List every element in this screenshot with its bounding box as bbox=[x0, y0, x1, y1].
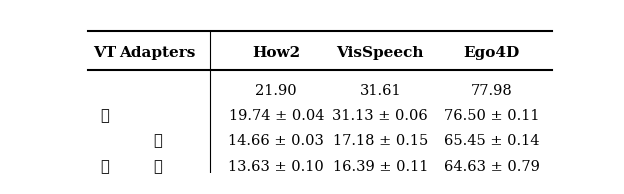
Text: 65.45 ± 0.14: 65.45 ± 0.14 bbox=[444, 134, 539, 148]
Text: Ego4D: Ego4D bbox=[464, 46, 520, 60]
Text: 76.50 ± 0.11: 76.50 ± 0.11 bbox=[444, 109, 539, 123]
Text: 16.39 ± 0.11: 16.39 ± 0.11 bbox=[333, 160, 428, 174]
Text: ✓: ✓ bbox=[154, 134, 162, 148]
Text: ✓: ✓ bbox=[154, 160, 162, 174]
Text: VisSpeech: VisSpeech bbox=[336, 46, 424, 60]
Text: 64.63 ± 0.79: 64.63 ± 0.79 bbox=[444, 160, 539, 174]
Text: 21.90: 21.90 bbox=[255, 83, 297, 98]
Text: Adapters: Adapters bbox=[120, 46, 196, 60]
Text: 17.18 ± 0.15: 17.18 ± 0.15 bbox=[333, 134, 428, 148]
Text: ✓: ✓ bbox=[100, 109, 109, 123]
Text: 31.13 ± 0.06: 31.13 ± 0.06 bbox=[333, 109, 428, 123]
Text: ✓: ✓ bbox=[100, 160, 109, 174]
Text: 14.66 ± 0.03: 14.66 ± 0.03 bbox=[228, 134, 324, 148]
Text: 19.74 ± 0.04: 19.74 ± 0.04 bbox=[228, 109, 324, 123]
Text: How2: How2 bbox=[252, 46, 300, 60]
Text: 31.61: 31.61 bbox=[359, 83, 401, 98]
Text: 77.98: 77.98 bbox=[470, 83, 512, 98]
Text: VT: VT bbox=[93, 46, 116, 60]
Text: 13.63 ± 0.10: 13.63 ± 0.10 bbox=[228, 160, 324, 174]
